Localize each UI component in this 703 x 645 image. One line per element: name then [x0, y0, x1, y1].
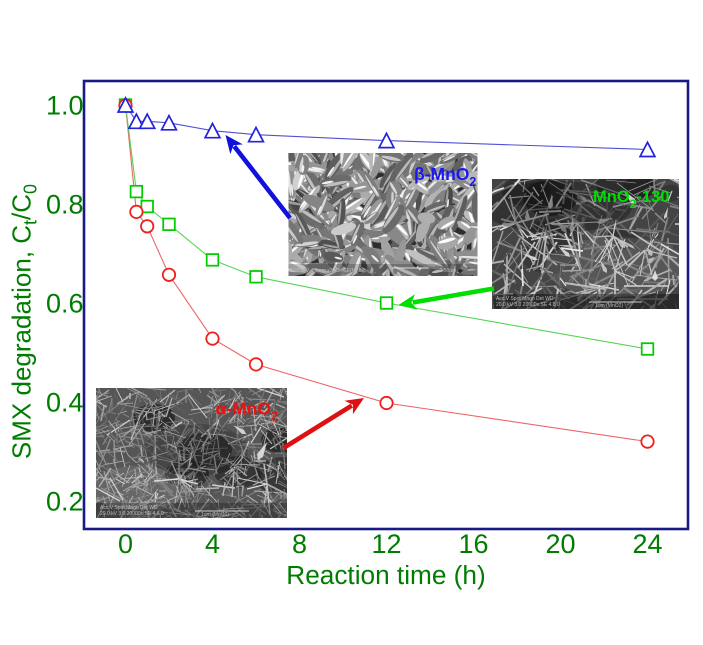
svg-text:0.6: 0.6 [46, 289, 84, 319]
svg-text:MnO2-130: MnO2-130 [593, 188, 669, 211]
svg-text:SMX degradation, Ct/C0: SMX degradation, Ct/C0 [7, 184, 41, 459]
svg-text:8: 8 [292, 529, 307, 559]
svg-text:16: 16 [458, 529, 488, 559]
svg-text:1.0: 1.0 [46, 91, 84, 121]
svg-text:0.8: 0.8 [46, 190, 84, 220]
svg-text:20.0 kV 3.0 20000x SE 4.8: 20.0 kV 3.0 20000x SE 4.8 0 [100, 511, 164, 517]
svg-text:Acc.V Spot Magn Det WD: Acc.V Spot Magn Det WD [100, 505, 158, 511]
svg-text:4: 4 [205, 529, 220, 559]
svg-text:12: 12 [371, 529, 401, 559]
svg-text:1um (MnO2): 1um (MnO2) [595, 303, 623, 309]
svg-text:24: 24 [632, 529, 662, 559]
svg-text:2.00um: 2.00um [440, 268, 457, 274]
svg-text:Acc.V Spot Magn Det WD: Acc.V Spot Magn Det WD [496, 296, 554, 302]
svg-text:Reaction time (h): Reaction time (h) [286, 560, 485, 590]
svg-text:10.0kV 4.0mm x20.0k SE(M) 8/6: 10.0kV 4.0mm x20.0k SE(M) 8/6 [294, 268, 366, 274]
svg-text:20: 20 [545, 529, 575, 559]
svg-text:0.2: 0.2 [46, 487, 84, 517]
svg-text:1um (MnO2): 1um (MnO2) [201, 512, 229, 518]
svg-text:0.4: 0.4 [46, 388, 84, 418]
svg-text:20.0 kV 3.0 20000x SE 4.8: 20.0 kV 3.0 20000x SE 4.8 0 [496, 302, 560, 308]
svg-text:0: 0 [118, 529, 133, 559]
